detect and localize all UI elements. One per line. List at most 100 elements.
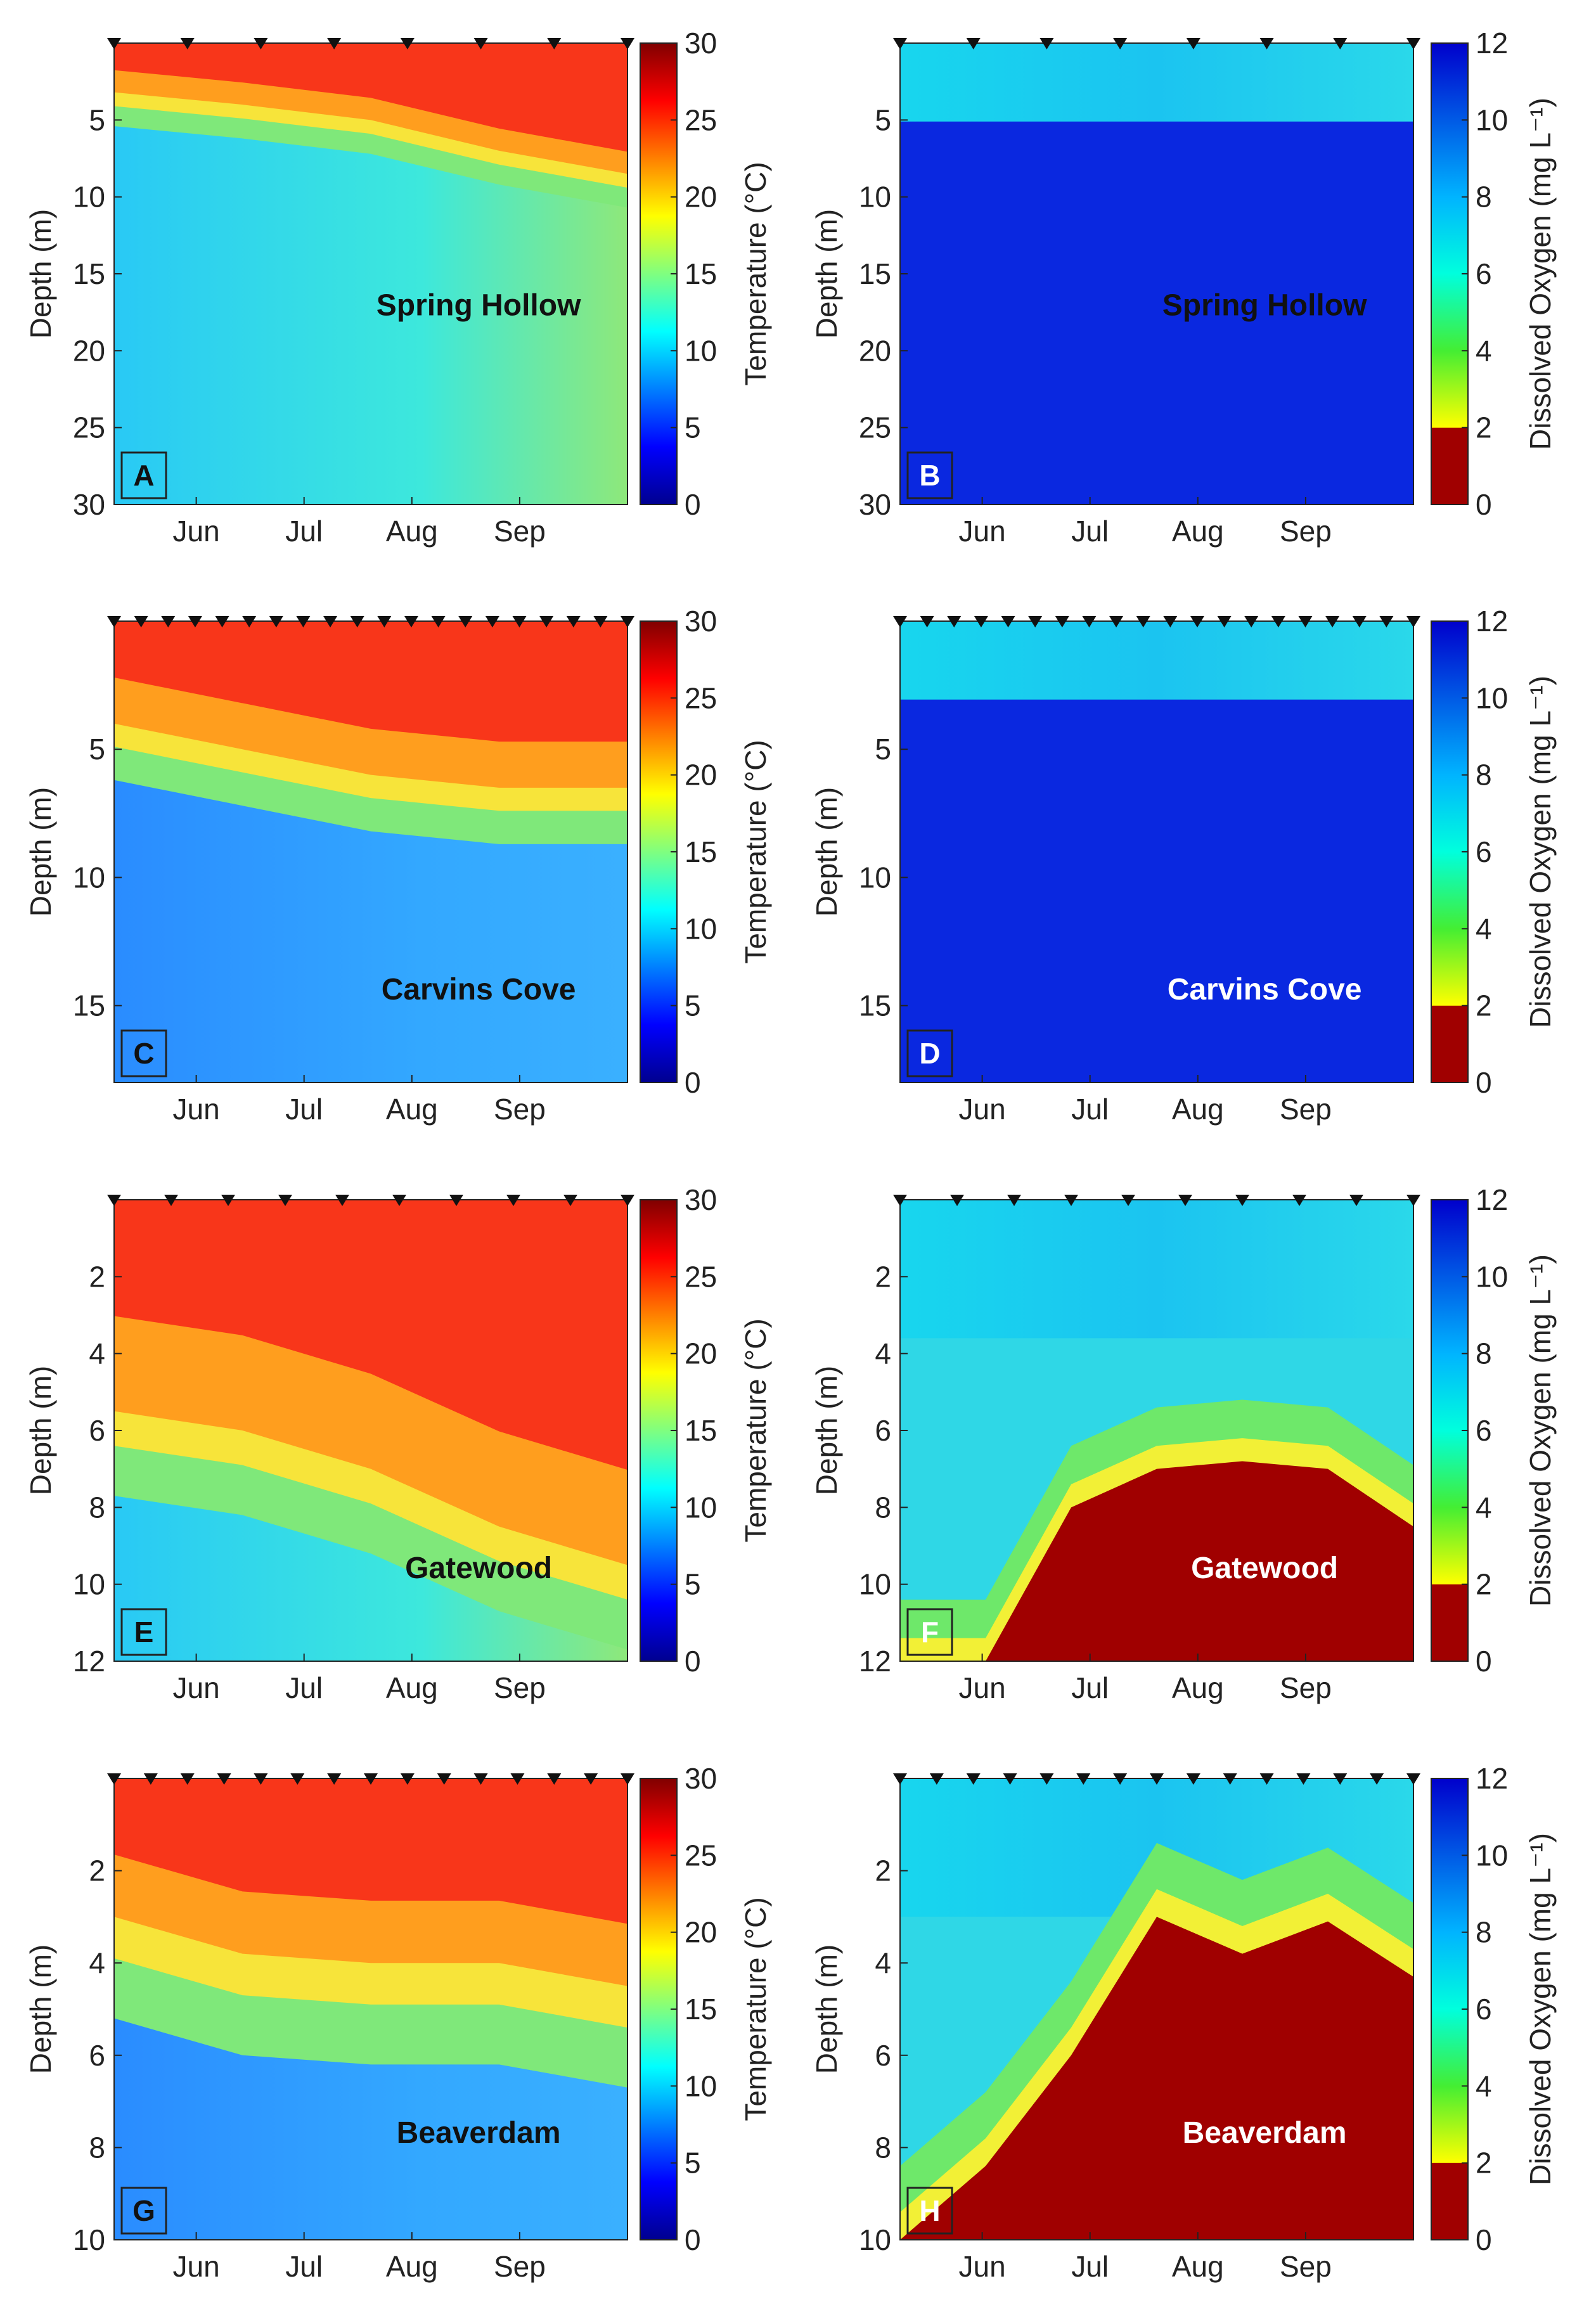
colorbar-tick-label: 20 [685,1916,717,1949]
y-tick-label: 10 [859,181,891,214]
site-label: Carvins Cove [1168,973,1362,1006]
heatmap-field [114,621,627,1083]
x-tick-label: Aug [386,1093,438,1126]
x-tick-label: Sep [1280,515,1332,548]
sampling-date-marker [974,616,988,627]
y-tick-label: 4 [89,1946,105,1979]
panel-G: 2 4 6 8 10 Jun Jul Aug Sep Depth (m) Beaverdam G 30 2… [24,1762,772,2283]
sampling-date-marker [221,1195,235,1206]
sampling-date-marker [1406,1773,1420,1785]
sampling-date-marker [1186,38,1200,49]
colorbar-tick-label: 15 [685,257,717,290]
panel-letter: D [919,1037,940,1070]
sampling-date-marker [893,38,907,49]
sampling-date-marker [364,1773,378,1785]
sampling-date-marker [180,1773,195,1785]
y-tick-label: 2 [89,1260,105,1293]
y-axis-label: Depth (m) [810,787,843,916]
x-tick-label: Jun [173,1671,220,1704]
sampling-date-marker [485,616,499,627]
epilimnion-fill [114,1200,627,1470]
site-label: Spring Hollow [376,289,581,323]
panel-letter: E [134,1616,154,1648]
colorbar-label: Temperature (°C) [739,1897,772,2121]
y-tick-label: 12 [859,1645,891,1678]
sampling-date-marker [1296,1773,1311,1785]
colorbar-tick-label: 12 [1476,1183,1508,1216]
panel-letter-box [120,1029,167,1077]
epilimnion-fill [900,43,1413,122]
y-tick-label: 10 [73,2223,105,2256]
colorbar-tick-label: 2 [1476,1568,1492,1601]
sampling-date-marker [920,616,934,627]
panel-letter: H [919,2194,940,2227]
colorbar-tick-label: 0 [1476,1066,1492,1099]
sampling-date-marker [242,616,257,627]
y-axis-label: Depth (m) [810,209,843,338]
x-tick-label: Jul [285,515,323,548]
panel-C: 5 10 15 Jun Jul Aug Sep Depth (m) Carvins Cove C 3… [24,605,772,1126]
sampling-date-marker [350,616,364,627]
colorbar-tick-label: 10 [685,334,717,367]
sampling-date-marker [161,616,176,627]
sampling-date-marker [327,1773,342,1785]
sampling-date-marker [217,1773,231,1785]
colorbar-tick-label: 30 [685,1762,717,1795]
x-tick-label: Jul [285,1093,323,1126]
sampling-date-marker [1055,616,1069,627]
panel-letter-box [120,451,167,499]
sampling-date-marker [1406,1195,1420,1206]
sampling-date-marker [512,616,527,627]
sampling-date-marker [547,38,562,49]
panel-F: 2 4 6 8 10 12 Jun Jul Aug Sep Depth (m) Gatewood F 12… [810,1183,1557,1704]
sampling-date-marker [323,616,338,627]
colorbar-tick-label: 15 [685,835,717,868]
x-tick-label: Sep [494,2250,546,2283]
site-label: Spring Hollow [1162,289,1367,323]
x-tick-label: Jun [959,1093,1006,1126]
colorbar-tick-label: 0 [685,1066,701,1099]
sampling-date-marker [563,1195,577,1206]
y-tick-label: 4 [875,1337,891,1370]
sampling-date-marker [510,1773,525,1785]
x-tick-label: Jul [285,1671,323,1704]
colorbar-tick-label: 25 [685,681,717,714]
epilimnion-fill [114,1778,627,1924]
sampling-date-marker [1271,616,1285,627]
sampling-date-marker [1292,1195,1306,1206]
x-tick-label: Jun [959,1671,1006,1704]
y-axis-label: Depth (m) [810,1366,843,1495]
sampling-date-marker [254,1773,268,1785]
y-tick-label: 15 [859,989,891,1022]
x-tick-label: Aug [386,1671,438,1704]
panel-letter-box [906,2187,953,2235]
plot-frame [113,620,628,1083]
colorbar-tick-label: 5 [685,989,701,1022]
sampling-date-marker [1379,616,1394,627]
colorbar-tick-label: 4 [1476,2069,1492,2102]
sampling-date-marker [134,616,148,627]
plot-frame [899,620,1414,1083]
x-tick-label: Jul [285,2250,323,2283]
sampling-date-marker [1163,616,1178,627]
y-tick-label: 6 [89,2039,105,2072]
y-tick-label: 8 [875,1491,891,1524]
colorbar-tick-label: 12 [1476,1762,1508,1795]
colorbar-tick-label: 6 [1476,1414,1492,1447]
x-tick-label: Aug [386,515,438,548]
x-tick-label: Aug [1172,1093,1224,1126]
sampling-date-marker [107,1773,121,1785]
sampling-date-marker [1178,1195,1192,1206]
sampling-date-marker [1333,1773,1348,1785]
x-tick-label: Jun [959,2250,1006,2283]
sampling-date-marker [506,1195,520,1206]
colorbar-tick-label: 2 [1476,411,1492,444]
sampling-date-marker [107,616,121,627]
site-label: Gatewood [405,1552,552,1585]
colorbar-tick-label: 2 [1476,2147,1492,2180]
x-tick-label: Sep [494,1671,546,1704]
colorbar-tick-label: 0 [685,2223,701,2256]
y-tick-label: 30 [73,488,105,521]
panel-letter: B [919,459,940,492]
